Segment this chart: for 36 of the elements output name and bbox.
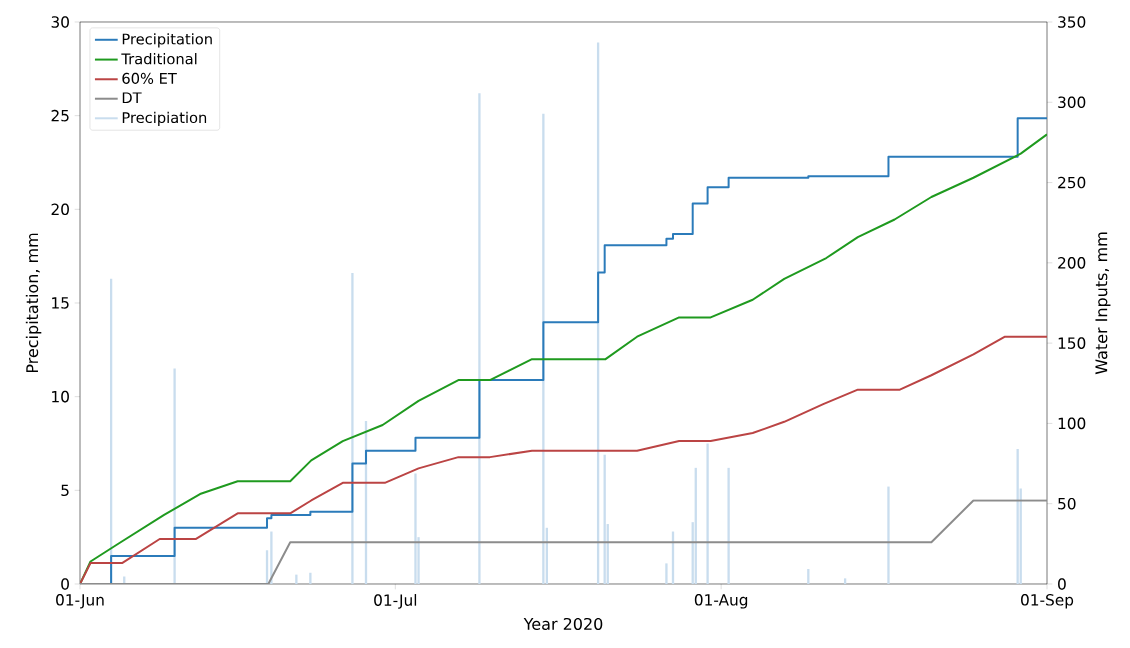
y-tick-label: 20 <box>51 203 69 216</box>
y2-tick-label: 350 <box>1058 16 1086 28</box>
legend-label: DT <box>122 92 142 104</box>
bar <box>295 574 298 584</box>
bar <box>706 443 709 584</box>
x-tick-label: 01-Jun <box>56 594 104 609</box>
bar <box>887 486 890 584</box>
legend-label: Traditional <box>121 53 197 65</box>
bar <box>843 578 847 584</box>
y-tick-label: 5 <box>61 484 69 497</box>
x-axis-title: Year 2020 <box>523 617 603 631</box>
y-tick-label: 25 <box>51 109 69 122</box>
y-tick-label: 15 <box>52 297 69 309</box>
y2-tick-label: 300 <box>1058 96 1086 109</box>
bar <box>665 563 668 584</box>
y-tick-label: 30 <box>51 16 69 28</box>
y2-tick-label: 0 <box>1058 578 1066 590</box>
y2-tick-label: 100 <box>1058 417 1086 430</box>
bar <box>270 531 273 584</box>
y-tick-label: 10 <box>52 390 69 403</box>
y-axis-title: Precipitation, mm <box>25 233 42 373</box>
y2-tick-label: 250 <box>1058 176 1086 189</box>
legend-label: 60% ET <box>122 72 177 84</box>
y2-tick-label: 50 <box>1058 497 1076 510</box>
bar <box>309 572 312 584</box>
bar <box>727 467 730 584</box>
legend-label: Precipitation <box>122 33 212 48</box>
x-tick-label: 01-Aug <box>694 594 748 609</box>
bar <box>414 473 417 584</box>
y-tick-label: 0 <box>61 578 69 590</box>
legend-label: Precipiation <box>122 111 207 126</box>
x-tick-label: 01-Jul <box>374 594 417 609</box>
y2-tick-label: 200 <box>1058 257 1086 269</box>
x-tick-label: 01-Sep <box>1021 594 1074 609</box>
y2-axis-title: Water Inputs, mm <box>1095 232 1111 375</box>
y2-tick-label: 150 <box>1058 337 1086 349</box>
